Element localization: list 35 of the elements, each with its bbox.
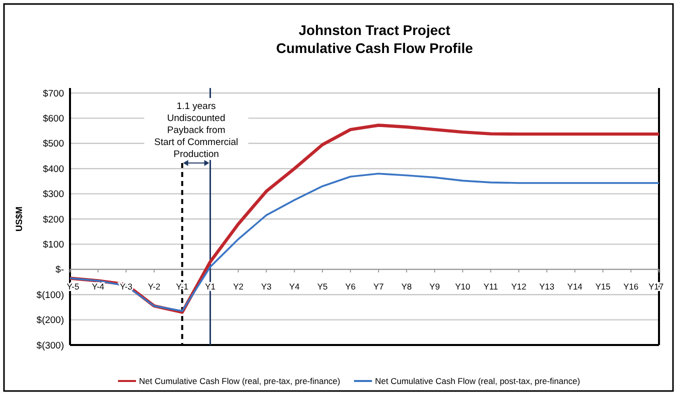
x-tick-label: Y-1 (176, 281, 189, 292)
legend-label: Net Cumulative Cash Flow (real, pre-tax, pre-finance) (139, 376, 340, 386)
y-tick-label: $500 (42, 138, 64, 150)
x-tick-label: Y3 (261, 281, 272, 292)
y-tick-label: $200 (42, 214, 64, 226)
x-tick-label: Y13 (539, 281, 555, 292)
x-tick-label: Y16 (623, 281, 639, 292)
x-tick-label: Y6 (345, 281, 356, 292)
x-tick-label: Y15 (595, 281, 611, 292)
y-tick-label: $(100) (36, 290, 64, 301)
chart-title: Johnston Tract Project Cumulative Cash Flow Profile (276, 22, 474, 56)
y-tick-label: $600 (42, 114, 64, 125)
y-tick-label: $(300) (36, 340, 64, 352)
x-tick-label: Y7 (373, 281, 384, 292)
x-tick-label: Y-4 (92, 281, 105, 292)
x-tick-label: Y14 (567, 281, 583, 292)
x-tick-label: Y5 (317, 281, 328, 292)
y-tick-label: $700 (42, 88, 64, 100)
x-tick-label: Y10 (455, 281, 470, 292)
x-tick-label: Y12 (511, 281, 527, 292)
x-tick-label: Y9 (429, 281, 440, 292)
x-tick-label: Y-3 (120, 281, 133, 292)
x-tick-label: Y8 (401, 281, 412, 292)
annotation: 1.1 years Undiscounted Payback from Start of Commercial Production (154, 101, 238, 160)
y-axis-title: US$M (14, 206, 24, 232)
legend-label: Net Cumulative Cash Flow (real, post-tax, pre-finance) (375, 376, 580, 386)
x-tick-label: Y4 (289, 281, 300, 292)
x-tick-label: Y-2 (148, 281, 161, 292)
x-tick-label: Y11 (483, 281, 498, 292)
y-tick-label: $- (56, 264, 64, 276)
y-tick-label: $400 (42, 164, 64, 175)
y-tick-label: $(200) (36, 315, 64, 326)
x-tick-label: Y2 (233, 281, 244, 292)
y-tick-label: $100 (42, 240, 64, 251)
y-tick-label: $300 (42, 189, 64, 200)
